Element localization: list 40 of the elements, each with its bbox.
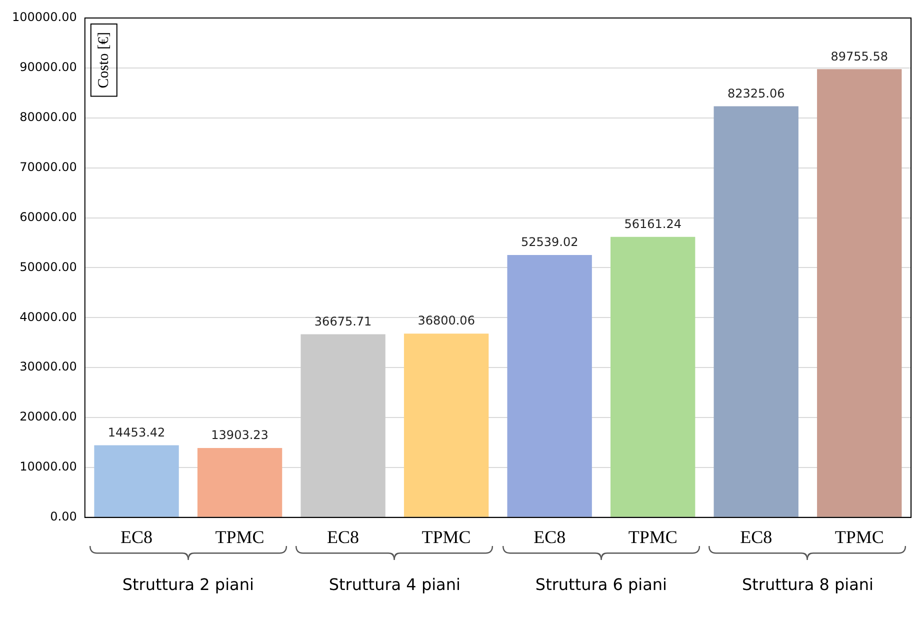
y-tick-label: 80000.00 bbox=[20, 110, 77, 124]
y-tick-label: 40000.00 bbox=[20, 310, 77, 324]
data-label: 36675.71 bbox=[314, 314, 372, 328]
data-label: 82325.06 bbox=[727, 86, 785, 100]
bar bbox=[404, 334, 489, 517]
text: Struttura 6 piani bbox=[534, 575, 668, 594]
x-tick-label: EC8 bbox=[740, 526, 772, 547]
x-tick-label: EC8 bbox=[327, 526, 360, 547]
data-label: 13903.23 bbox=[211, 428, 268, 442]
text: Struttura 4 piani bbox=[328, 575, 462, 594]
text: Struttura 8 piani bbox=[740, 575, 874, 594]
x-tick-label: TPMC bbox=[215, 526, 264, 547]
y-tick-label: 100000.00 bbox=[12, 10, 77, 24]
y-tick-label: 70000.00 bbox=[20, 160, 77, 174]
data-label: 89755.58 bbox=[830, 49, 888, 64]
y-tick-label: 20000.00 bbox=[20, 410, 77, 424]
bar bbox=[300, 334, 386, 517]
bar bbox=[817, 69, 902, 517]
y-tick-label: 0.00 bbox=[50, 510, 77, 524]
y-tick-label: 30000.00 bbox=[20, 360, 77, 374]
data-label: 14453.42 bbox=[108, 425, 166, 440]
y-tick-label: 60000.00 bbox=[20, 210, 77, 224]
y-tick-label: 50000.00 bbox=[20, 260, 77, 274]
data-label: 52539.02 bbox=[520, 235, 578, 250]
bar bbox=[507, 255, 592, 517]
x-tick-label: TPMC bbox=[422, 526, 471, 547]
y-axis-title: Costo [€] bbox=[96, 32, 112, 88]
bar bbox=[610, 236, 696, 517]
y-tick-label: 90000.00 bbox=[20, 60, 77, 74]
x-tick-label: EC8 bbox=[120, 526, 153, 547]
data-label: 36800.06 bbox=[418, 314, 475, 328]
x-tick-label: TPMC bbox=[834, 526, 884, 547]
y-tick-label: 10000.00 bbox=[20, 460, 77, 474]
x-tick-label: TPMC bbox=[628, 526, 678, 547]
bar bbox=[714, 106, 798, 517]
text: Struttura 2 piani bbox=[121, 575, 255, 594]
x-tick-label: EC8 bbox=[534, 526, 566, 547]
data-label: 56161.24 bbox=[624, 217, 682, 232]
bar bbox=[197, 448, 282, 517]
bar bbox=[94, 445, 179, 517]
